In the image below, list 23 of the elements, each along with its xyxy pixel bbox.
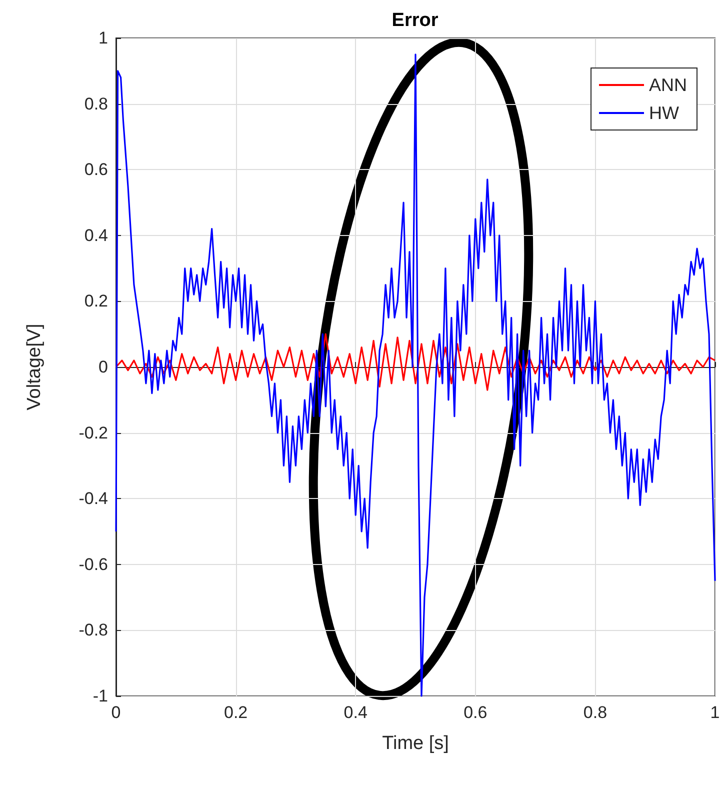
y-tick-label: 1: [98, 28, 108, 48]
x-tick-label: 0: [111, 703, 121, 722]
legend-label: ANN: [648, 75, 688, 95]
x-axis-title: Time [s]: [382, 733, 449, 754]
y-tick-label: -0.4: [78, 489, 108, 508]
x-tick-label: 0.6: [464, 703, 488, 722]
y-tick-label: 0.8: [84, 94, 108, 114]
y-axis-title: Voltage[V]: [24, 324, 45, 410]
line-series: [115, 333, 716, 391]
y-tick-label: -0.8: [78, 620, 108, 640]
chart-title: Error: [392, 10, 439, 31]
x-tick-label: 1: [710, 703, 720, 722]
y-tick-label: 0.4: [84, 226, 108, 245]
y-tick-label: -0.2: [78, 423, 108, 442]
x-tick-label: 0.4: [344, 703, 368, 722]
y-tick-label: -0.6: [78, 554, 108, 574]
x-tick-label: 0.2: [224, 703, 248, 722]
y-tick-label: 0.6: [84, 160, 108, 180]
y-tick-label: -1: [92, 686, 108, 706]
y-tick-label: 0.2: [84, 292, 108, 311]
y-tick-label: 0: [98, 358, 108, 376]
legend-label: HW: [648, 103, 679, 123]
x-tick-label: 0.8: [583, 703, 608, 722]
